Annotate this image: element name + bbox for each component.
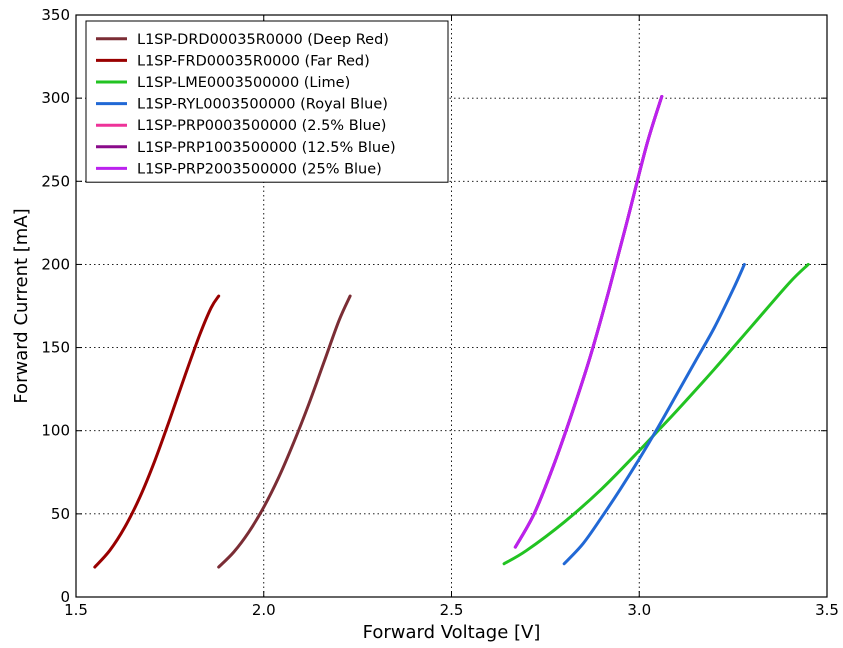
series-line-6 — [513, 94, 664, 549]
x-tick-label: 3.5 — [815, 601, 839, 619]
x-axis-label: Forward Voltage [V] — [363, 622, 541, 643]
y-tick-label: 50 — [51, 505, 70, 523]
series-line-3 — [502, 262, 810, 566]
y-tick-label: 300 — [41, 89, 70, 107]
series-line-2 — [93, 294, 221, 569]
y-tick-label: 100 — [41, 422, 70, 440]
series-line-7 — [513, 94, 664, 549]
y-tick-label: 350 — [41, 6, 70, 24]
legend: L1SP-DRD00035R0000 (Deep Red) L1SP-FRD000… — [85, 20, 449, 183]
y-tick-label: 0 — [60, 588, 70, 606]
legend-entry-label: L1SP-LME0003500000 (Lime) — [137, 75, 350, 91]
x-tick-label: 3.0 — [627, 601, 651, 619]
legend-box — [85, 20, 449, 183]
y-tick-label: 250 — [41, 172, 70, 190]
y-axis-label: Forward Current [mA] — [11, 208, 32, 403]
legend-entry-label: L1SP-PRP0003500000 (2.5% Blue) — [137, 118, 386, 134]
series-line-5 — [513, 94, 664, 549]
legend-entry-label: L1SP-DRD00035R0000 (Deep Red) — [137, 32, 389, 48]
y-tick-label: 200 — [41, 255, 70, 273]
y-tick-label: 150 — [41, 339, 70, 357]
x-tick-label: 2.0 — [252, 601, 276, 619]
x-tick-label: 2.5 — [440, 601, 464, 619]
axis-ticks: 1.5 2.0 2.5 3.0 3.5 0 50 100 150 200 250 300 350 — [41, 6, 839, 619]
legend-entry-label: L1SP-PRP1003500000 (12.5% Blue) — [137, 140, 396, 156]
series-line-4 — [562, 262, 746, 566]
legend-entry-label: L1SP-PRP2003500000 (25% Blue) — [137, 161, 382, 177]
legend-entry-label: L1SP-RYL0003500000 (Royal Blue) — [137, 97, 388, 113]
legend-entry-label: L1SP-FRD00035R0000 (Far Red) — [137, 53, 370, 69]
series-line-1 — [217, 294, 352, 569]
series-lines — [93, 94, 810, 569]
x-tick-label: 1.5 — [64, 601, 88, 619]
